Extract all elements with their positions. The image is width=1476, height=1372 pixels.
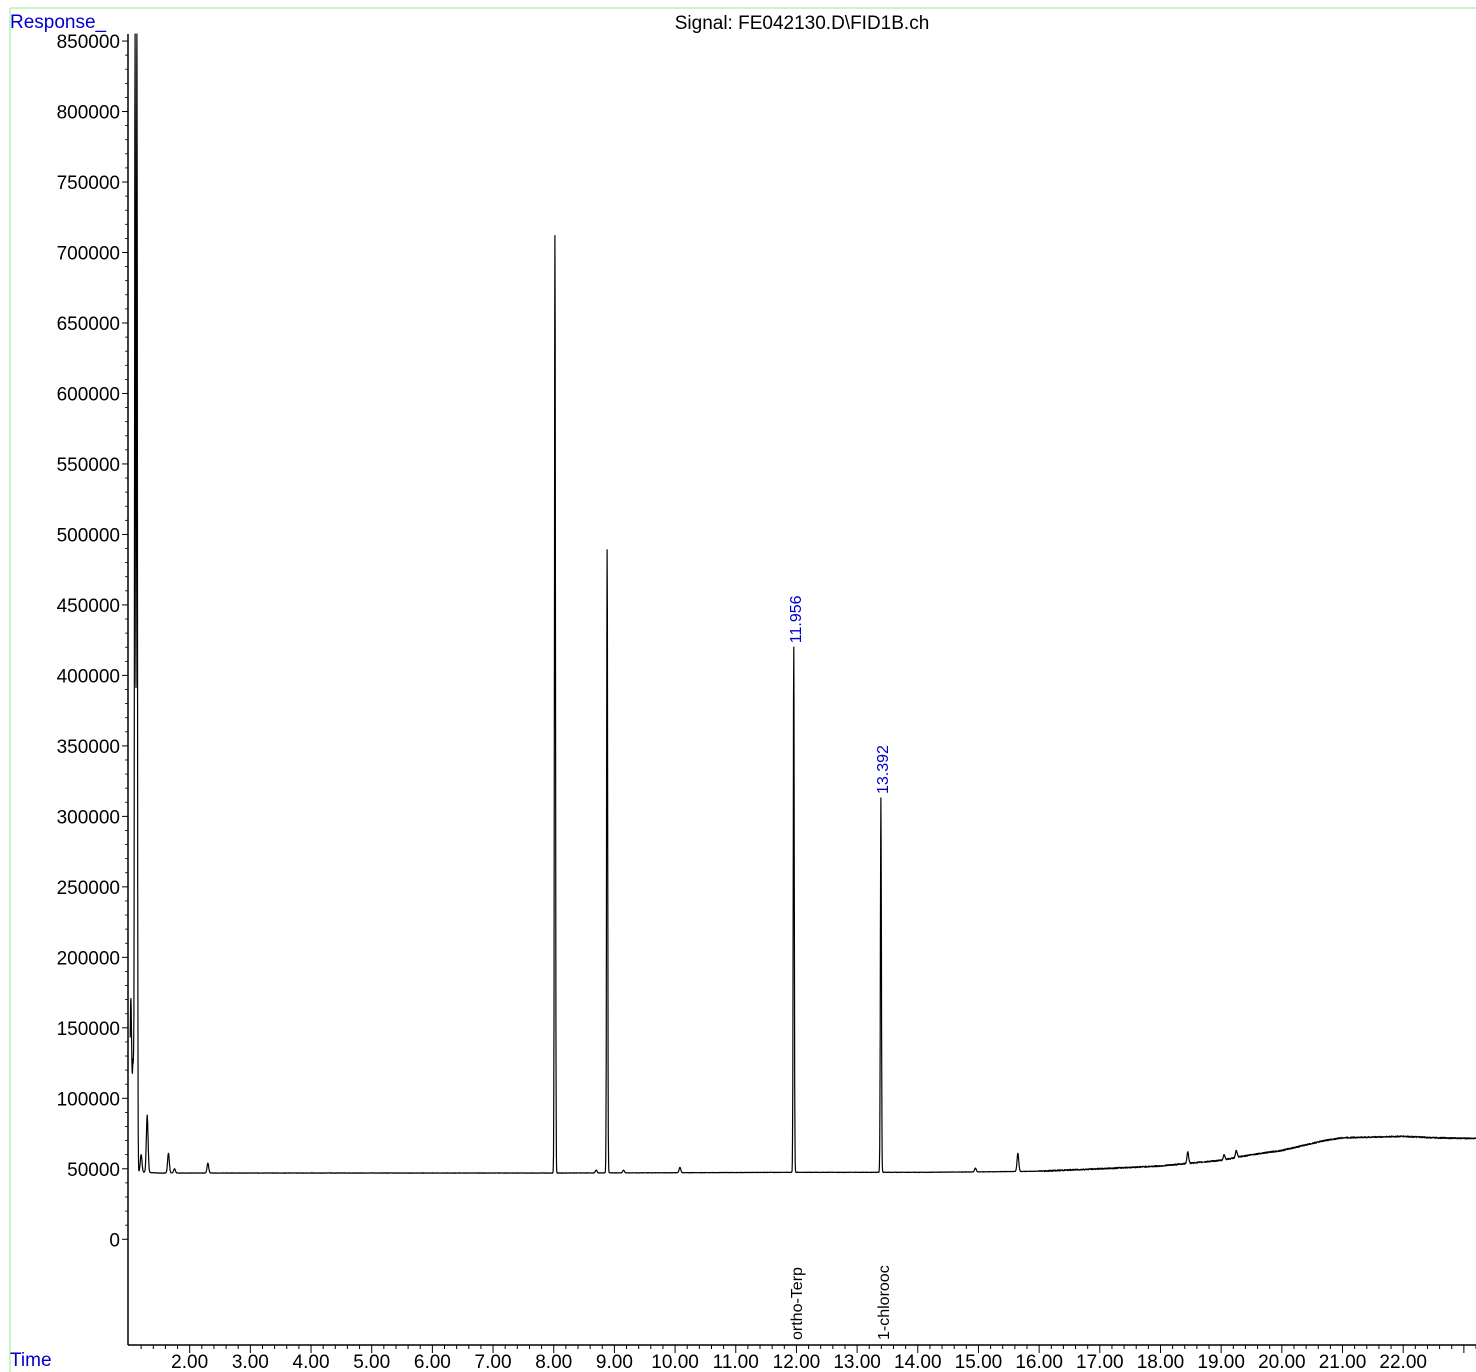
x-tick-label: 15.00 xyxy=(955,1352,1003,1372)
x-axis-ticks: 2.00 3.00 4.00 5.00 6.00 7.00 8.00 9.00 10.00 11.… xyxy=(140,1345,1476,1372)
x-tick-label: 8.00 xyxy=(535,1352,572,1372)
x-tick-label: 16.00 xyxy=(1015,1352,1063,1372)
y-tick-label: 150000 xyxy=(57,1019,120,1040)
x-tick-label: 4.00 xyxy=(293,1352,330,1372)
x-tick-label: 19.00 xyxy=(1197,1352,1245,1372)
y-tick-label: 300000 xyxy=(57,807,120,828)
x-tick-label: 10.00 xyxy=(651,1352,699,1372)
x-tick-label: 17.00 xyxy=(1076,1352,1124,1372)
peak-annotations: 11.956 ortho-Terp 13.392 1-chlorooc xyxy=(788,595,893,1340)
y-tick-label: 400000 xyxy=(57,666,120,687)
x-tick-label: 6.00 xyxy=(414,1352,451,1372)
compound-label: 1-chlorooc xyxy=(876,1265,893,1340)
y-tick-label: 750000 xyxy=(57,173,120,194)
y-tick-label: 450000 xyxy=(57,596,120,617)
x-tick-label: 11.00 xyxy=(713,1352,759,1372)
x-tick-label: 9.00 xyxy=(596,1352,633,1372)
x-tick-label: 14.00 xyxy=(894,1352,942,1372)
y-tick-label: 100000 xyxy=(57,1089,120,1110)
x-tick-label: 13.00 xyxy=(833,1352,881,1372)
x-tick-label: 21.00 xyxy=(1319,1352,1367,1372)
compound-label: ortho-Terp xyxy=(789,1267,806,1340)
x-tick-label: 7.00 xyxy=(475,1352,512,1372)
y-tick-label: 600000 xyxy=(57,384,120,405)
y-tick-label: 500000 xyxy=(57,525,120,546)
y-axis-label: Response_ xyxy=(10,12,107,33)
x-tick-label: 22.00 xyxy=(1379,1352,1427,1372)
x-tick-label: 2.00 xyxy=(171,1352,208,1372)
x-tick-label: 5.00 xyxy=(353,1352,390,1372)
x-tick-label: 3.00 xyxy=(232,1352,269,1372)
x-tick-label: 18.00 xyxy=(1137,1352,1185,1372)
y-tick-label: 0 xyxy=(109,1230,120,1251)
y-tick-label: 350000 xyxy=(57,737,120,758)
x-tick-label: 20.00 xyxy=(1258,1352,1306,1372)
y-tick-label: 550000 xyxy=(57,455,120,476)
y-axis-ticks: 0 50000 100000 150000 200000 250000 300000 3500… xyxy=(57,32,128,1251)
signal-trace xyxy=(129,33,1476,1174)
y-tick-label: 650000 xyxy=(57,314,120,335)
y-tick-label: 800000 xyxy=(57,103,120,124)
chart-title: Signal: FE042130.D\FID1B.ch xyxy=(675,13,930,34)
x-tick-label: 12.00 xyxy=(773,1352,821,1372)
y-tick-label: 200000 xyxy=(57,948,120,969)
y-tick-label: 250000 xyxy=(57,878,120,899)
y-tick-label: 700000 xyxy=(57,244,120,265)
retention-time-label: 11.956 xyxy=(788,595,805,643)
y-tick-label: 50000 xyxy=(67,1160,120,1181)
x-axis-label: Time xyxy=(10,1350,52,1371)
y-tick-label: 850000 xyxy=(57,32,120,53)
retention-time-label: 13.392 xyxy=(875,745,892,794)
